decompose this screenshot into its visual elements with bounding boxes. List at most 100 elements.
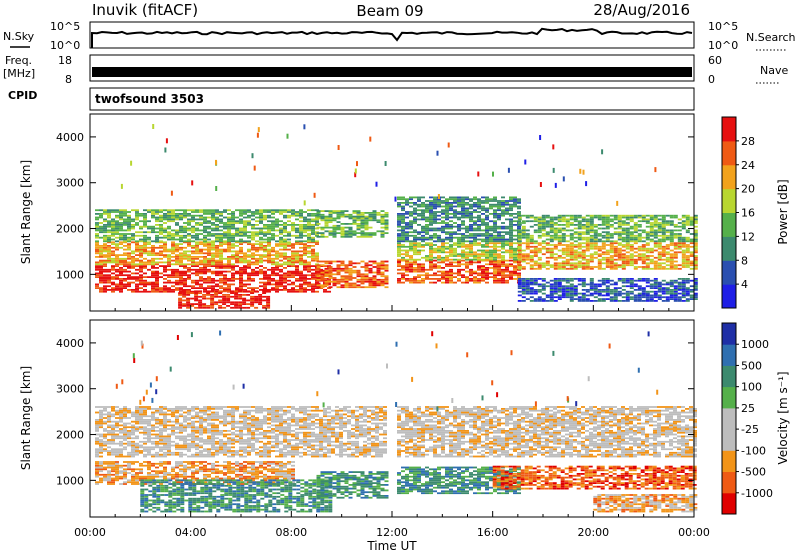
heatmap-cell [685, 216, 690, 219]
heatmap-cell [513, 272, 517, 275]
heatmap-cell [315, 256, 319, 258]
heatmap-cell [243, 261, 247, 264]
heatmap-cell [585, 247, 590, 250]
heatmap-cell [505, 274, 509, 277]
heatmap-cell [199, 211, 203, 213]
heatmap-cell [143, 289, 147, 291]
heatmap-cell [187, 270, 191, 273]
heatmap-cell [473, 202, 477, 204]
heatmap-cell [275, 267, 279, 269]
heatmap-cell [356, 219, 361, 222]
heatmap-cell [139, 238, 143, 241]
heatmap-cell [111, 243, 115, 245]
heatmap-cell [380, 223, 385, 225]
heatmap-cell [311, 259, 315, 262]
heatmap-cell [485, 270, 489, 273]
heatmap-cell [465, 209, 469, 212]
heatmap-cell [681, 255, 686, 257]
heatmap-cell [629, 255, 634, 257]
heatmap-cell [299, 231, 303, 234]
heatmap-cell [625, 256, 630, 259]
heatmap-cell [295, 241, 299, 244]
heatmap-cell [449, 251, 453, 254]
heatmap-cell [681, 283, 686, 286]
heatmap-cell [609, 258, 614, 261]
heatmap-cell [223, 248, 227, 251]
heatmap-cell [501, 236, 505, 239]
heatmap-cell [127, 229, 131, 232]
heatmap-cell [307, 265, 311, 267]
heatmap-cell [597, 233, 602, 235]
heatmap-cell [324, 284, 329, 287]
heatmap-cell [441, 251, 445, 254]
heatmap-cell [657, 218, 662, 221]
heatmap-cell [187, 227, 191, 230]
heatmap-cell [449, 213, 453, 215]
heatmap-cell [167, 254, 171, 256]
heatmap-cell [541, 264, 546, 267]
heatmap-cell [360, 226, 365, 229]
heatmap-cell [621, 281, 626, 284]
heatmap-cell [131, 220, 135, 223]
heatmap-cell [199, 261, 203, 264]
heatmap-cell [565, 251, 570, 254]
heatmap-cell [633, 267, 638, 270]
heatmap-cell [324, 235, 329, 238]
heatmap-cell [235, 287, 239, 289]
heatmap-cell [429, 265, 433, 267]
heatmap-cell [577, 255, 582, 257]
heatmap-cell [299, 270, 303, 273]
heatmap-cell [509, 196, 513, 199]
heatmap-cell [191, 245, 195, 247]
heatmap-cell [99, 466, 103, 469]
heatmap-cell [485, 255, 489, 257]
heatmap-cell [250, 297, 255, 300]
heatmap-cell [529, 255, 534, 257]
heatmap-cell [107, 472, 111, 474]
heatmap-cell [589, 279, 594, 282]
heatmap-cell [202, 294, 207, 296]
heatmap-cell [332, 234, 337, 236]
heatmap-cell [629, 249, 634, 252]
heatmap-cell [557, 240, 562, 243]
heatmap-cell [266, 297, 271, 300]
heatmap-cell [263, 250, 267, 253]
heatmap-cell [417, 198, 421, 201]
heatmap-cell [151, 289, 155, 291]
heatmap-cell [477, 227, 481, 230]
heatmap-cell [653, 218, 658, 221]
heatmap-cell [557, 231, 562, 234]
heatmap-cell [453, 258, 457, 261]
heatmap-cell [653, 236, 658, 239]
heatmap-cell [493, 263, 497, 266]
heatmap-cell [271, 220, 275, 223]
heatmap-cell [645, 251, 650, 254]
heatmap-cell [593, 266, 598, 268]
heatmap-cell [243, 257, 247, 260]
heatmap-cell [215, 218, 219, 221]
heatmap-cell [155, 261, 159, 264]
heatmap-cell [425, 276, 429, 278]
heatmap-cell [135, 213, 139, 215]
heatmap-cell [115, 276, 119, 278]
heatmap-cell [641, 287, 646, 289]
heatmap-cell [207, 278, 211, 280]
heatmap-cell [681, 216, 686, 219]
heatmap-cell [279, 224, 283, 226]
heatmap-cell [211, 227, 215, 230]
heatmap-cell [461, 249, 465, 252]
heatmap-cell [139, 287, 143, 289]
heatmap-cell [577, 216, 582, 219]
heatmap-cell [271, 268, 275, 271]
heatmap-cell [565, 255, 570, 257]
heatmap-cell [669, 255, 674, 257]
heatmap-cell [433, 196, 437, 199]
heatmap-cell [641, 256, 646, 259]
heatmap-cell [186, 299, 191, 302]
heatmap-cell [665, 253, 670, 256]
heatmap-cell [545, 294, 550, 297]
heatmap-cell [316, 278, 321, 281]
heatmap-cell [481, 202, 485, 204]
heatmap-cell [344, 230, 349, 233]
heatmap-cell [167, 220, 171, 223]
